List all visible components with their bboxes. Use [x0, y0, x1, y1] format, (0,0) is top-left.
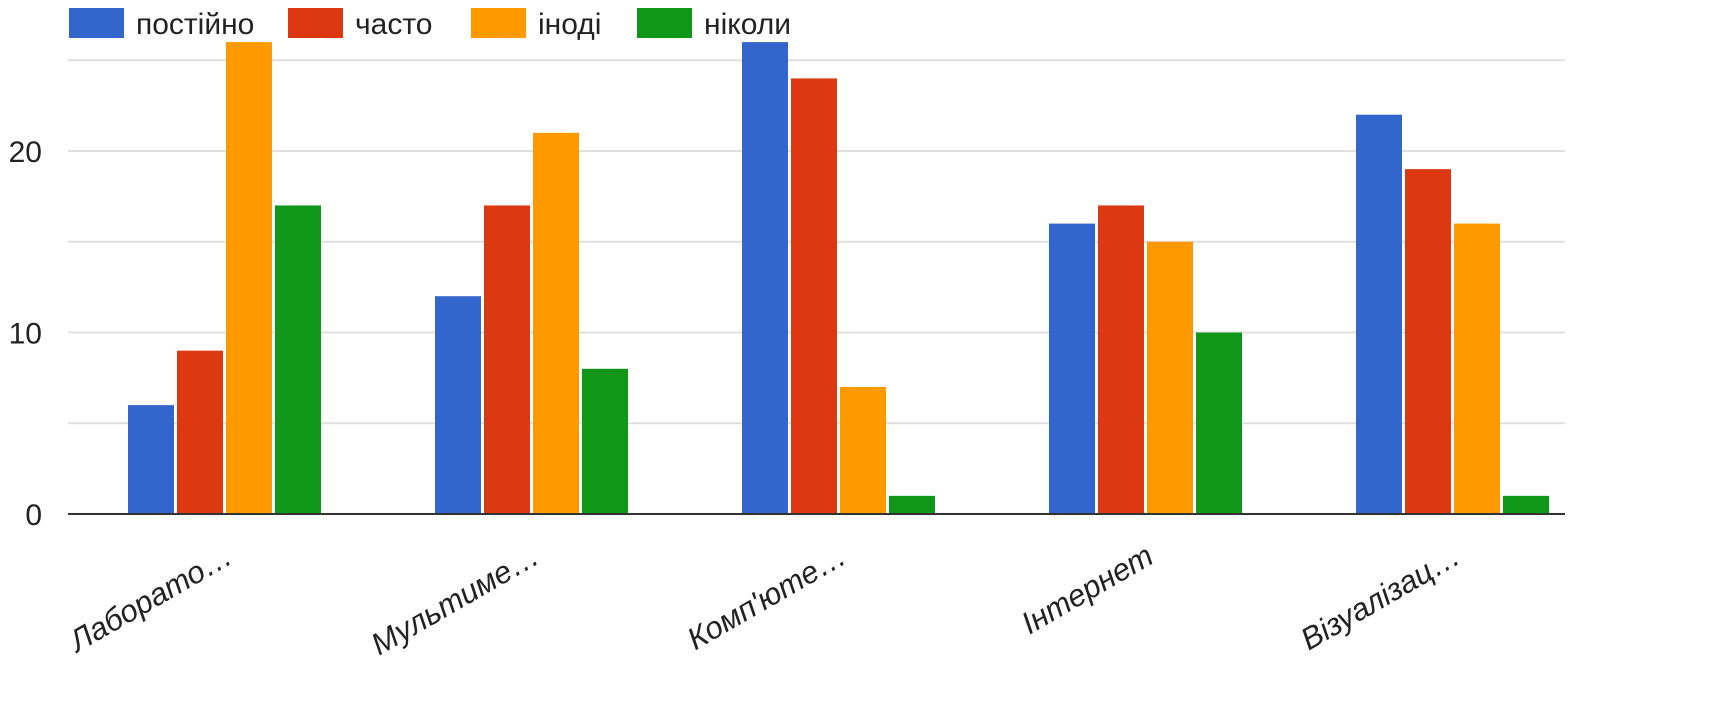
legend[interactable]: постійно часто іноді ніколи	[69, 8, 791, 41]
x-tick-label: Лаборато…	[62, 538, 238, 660]
legend-swatch	[288, 8, 343, 38]
x-axis-ticks: Лаборато… Мультиме… Комп'юте… Інтернет Візуа…	[62, 538, 1466, 662]
legend-item[interactable]: часто	[288, 8, 432, 41]
y-axis-ticks: 0 10 20	[9, 136, 42, 532]
bar[interactable]	[1405, 169, 1451, 514]
y-tick-label: 20	[9, 136, 42, 169]
x-tick-label: Комп'юте…	[681, 538, 852, 657]
bar[interactable]	[1503, 495, 1549, 514]
bar[interactable]	[128, 405, 174, 514]
y-tick-label: 10	[9, 318, 42, 351]
x-tick-label: Візуалізац…	[1295, 538, 1466, 657]
bar[interactable]	[435, 296, 481, 514]
bar[interactable]	[1098, 205, 1144, 514]
bar[interactable]	[582, 368, 628, 514]
bar[interactable]	[1049, 223, 1095, 514]
legend-label: ніколи	[704, 8, 791, 41]
legend-item[interactable]: іноді	[471, 8, 601, 41]
bar[interactable]	[889, 495, 935, 514]
legend-swatch	[69, 8, 124, 38]
bar[interactable]	[177, 350, 223, 514]
bar[interactable]	[484, 205, 530, 514]
legend-item[interactable]: ніколи	[637, 8, 791, 41]
bar[interactable]	[226, 42, 272, 514]
x-tick-label: Мультиме…	[365, 538, 545, 662]
bars	[128, 42, 1549, 515]
legend-swatch	[637, 8, 692, 38]
x-tick-label: Інтернет	[1015, 538, 1159, 641]
bar[interactable]	[1454, 223, 1500, 514]
bar[interactable]	[1196, 332, 1242, 515]
bar[interactable]	[1147, 241, 1193, 514]
legend-label: часто	[355, 8, 432, 41]
legend-label: постійно	[136, 8, 254, 41]
bar[interactable]	[791, 78, 837, 515]
bar[interactable]	[840, 386, 886, 514]
bar[interactable]	[1356, 114, 1402, 514]
bar[interactable]	[533, 132, 579, 514]
y-tick-label: 0	[25, 499, 42, 532]
bar[interactable]	[275, 205, 321, 514]
legend-item[interactable]: постійно	[69, 8, 254, 41]
bar[interactable]	[742, 42, 788, 514]
legend-swatch	[471, 8, 526, 38]
legend-label: іноді	[538, 8, 601, 41]
